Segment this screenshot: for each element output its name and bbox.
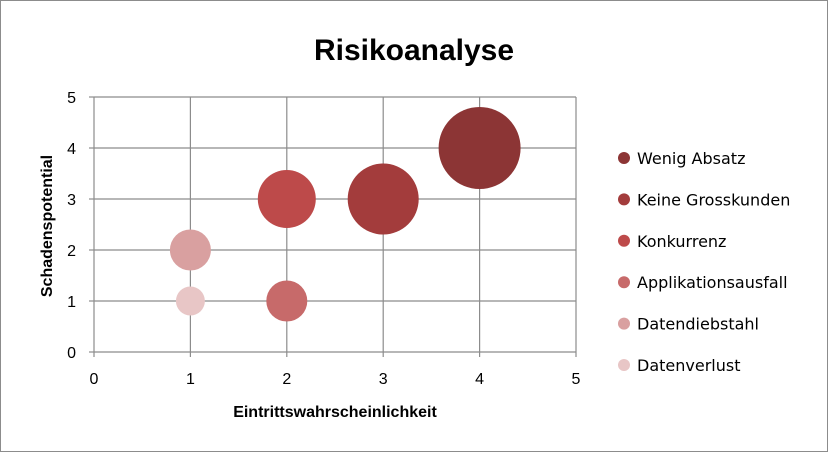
bubble-konkurrenz <box>257 170 316 228</box>
legend-marker <box>618 317 630 330</box>
legend-label: Datenverlust <box>637 356 740 375</box>
x-tick-label: 3 <box>379 371 388 388</box>
bubble-datenverlust <box>175 286 205 316</box>
x-axis-ticks: 0 1 2 3 4 5 <box>90 371 581 388</box>
legend-label: Wenig Absatz <box>637 149 745 168</box>
legend-label: Konkurrenz <box>637 232 726 251</box>
y-tick-label: 3 <box>67 192 76 209</box>
y-tick-label: 0 <box>67 345 76 362</box>
x-tick-label: 1 <box>186 371 195 388</box>
chart-title: Risikoanalyse <box>314 34 514 67</box>
x-tick-label: 0 <box>90 371 99 388</box>
y-axis-ticks: 0 1 2 3 4 5 <box>67 90 76 362</box>
bubble-wenig-absatz <box>438 107 521 189</box>
y-tick-label: 4 <box>67 141 76 158</box>
legend-marker <box>618 193 630 206</box>
x-tick-label: 4 <box>475 371 484 388</box>
y-axis-title: Schadenspotential <box>39 155 56 297</box>
legend-marker <box>618 359 630 371</box>
x-tick-label: 5 <box>572 371 581 388</box>
bubbles <box>169 107 521 322</box>
bubble-keine-grosskunden <box>347 163 419 235</box>
legend: Wenig Absatz Keine Grosskunden Konkurrenz A… <box>618 149 790 375</box>
x-axis-title: Eintrittswahrscheinlichkeit <box>233 404 437 421</box>
legend-marker <box>618 234 630 247</box>
y-tick-label: 1 <box>67 294 76 311</box>
legend-marker <box>618 276 630 289</box>
y-tick-label: 2 <box>67 243 76 260</box>
x-tick-label: 2 <box>282 371 291 388</box>
legend-label: Keine Grosskunden <box>637 190 790 209</box>
legend-marker <box>618 152 630 164</box>
legend-label: Applikationsausfall <box>637 273 788 292</box>
bubble-datendiebstahl <box>169 229 211 271</box>
legend-label: Datendiebstahl <box>637 315 759 334</box>
bubble-applikationsausfall <box>266 280 308 322</box>
y-tick-label: 5 <box>67 90 76 107</box>
